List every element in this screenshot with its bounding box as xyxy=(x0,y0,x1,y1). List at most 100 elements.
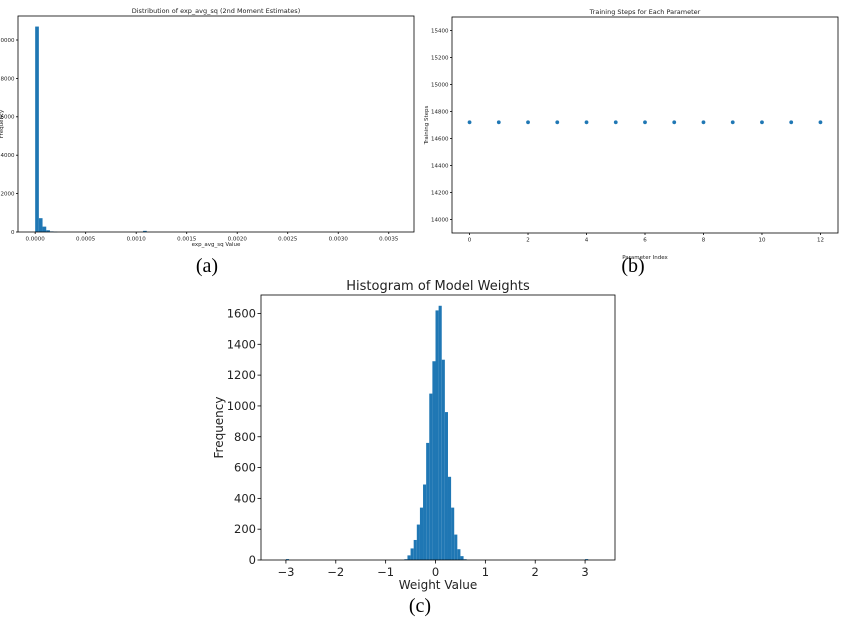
scatter-point xyxy=(526,120,530,125)
histogram-bar xyxy=(444,412,448,560)
chart-title: Training Steps for Each Parameter xyxy=(589,8,701,16)
x-tick-label: 0.0030 xyxy=(329,237,349,243)
y-tick-label: 1200 xyxy=(227,368,256,382)
x-tick-label: 0.0010 xyxy=(127,237,147,243)
y-tick-label: 4000 xyxy=(1,153,15,159)
histogram-bar xyxy=(285,559,290,560)
x-tick-label: 1 xyxy=(482,565,489,579)
histogram-bar xyxy=(426,442,430,560)
x-tick-label: 0.0000 xyxy=(26,237,46,243)
caption-b: (b) xyxy=(621,255,644,277)
y-tick-label: 400 xyxy=(234,491,256,505)
y-tick-label: 0 xyxy=(11,230,15,236)
y-tick-label: 14600 xyxy=(431,136,449,142)
y-tick-label: 15200 xyxy=(431,55,449,61)
x-tick-label: 0.0015 xyxy=(177,237,197,243)
caption-a: (a) xyxy=(196,255,218,277)
axes-frame xyxy=(451,16,839,234)
scatter-point xyxy=(730,120,735,125)
x-tick-label: 0 xyxy=(468,238,472,244)
histogram-bar xyxy=(585,559,589,560)
y-tick-label: 14800 xyxy=(431,109,449,115)
x-axis-label: Parameter Index xyxy=(622,255,668,261)
x-tick-label: 12 xyxy=(817,238,824,244)
histogram-bar xyxy=(457,549,461,560)
y-axis-label: Frequency xyxy=(212,397,226,459)
x-tick-label: 0 xyxy=(432,565,439,579)
scatter-point xyxy=(555,120,560,125)
x-tick-label: 2 xyxy=(526,238,530,244)
y-tick-label: 10000 xyxy=(0,38,15,44)
histogram-bar xyxy=(460,556,464,560)
x-tick-label: 0.0035 xyxy=(379,237,399,243)
y-tick-label: 8000 xyxy=(1,76,15,82)
histogram-bar xyxy=(441,359,445,560)
histogram-bar xyxy=(410,548,414,560)
x-tick-label: 0.0025 xyxy=(278,237,298,243)
x-tick-label: 2 xyxy=(532,565,539,579)
scatter-point xyxy=(613,120,618,125)
y-tick-label: 800 xyxy=(234,430,256,444)
caption-c: (c) xyxy=(409,595,431,617)
histogram-bar xyxy=(454,534,458,560)
scatter-point xyxy=(496,120,501,125)
y-tick-label: 14200 xyxy=(431,190,449,196)
y-tick-label: 1600 xyxy=(227,307,256,321)
chart-title: Distribution of exp_avg_sq (2nd Moment E… xyxy=(132,7,300,15)
y-tick-label: 15400 xyxy=(431,28,449,34)
x-axis-label: exp_avg_sq Value xyxy=(192,242,241,248)
y-axis-label: Training Steps xyxy=(424,105,430,145)
y-tick-label: 15000 xyxy=(431,82,449,88)
x-tick-label: −3 xyxy=(277,565,294,579)
scatter-point xyxy=(643,120,647,125)
chart-title: Histogram of Model Weights xyxy=(346,279,530,294)
histogram-bar xyxy=(42,226,47,232)
y-axis-label: Frequency xyxy=(0,109,5,138)
y-tick-label: 1400 xyxy=(227,337,256,351)
y-tick-label: 2000 xyxy=(1,192,15,198)
x-axis-label: Weight Value xyxy=(399,578,478,592)
y-tick-label: 600 xyxy=(234,461,256,475)
x-tick-label: −2 xyxy=(327,565,344,579)
histogram-bar xyxy=(423,484,427,560)
scatter-point xyxy=(789,120,794,125)
scatter-point xyxy=(467,120,472,125)
x-tick-label: −1 xyxy=(377,565,394,579)
panel-c-weights-histogram: −3 −2 −1 0 1 2 3 0 200 400 600 800 1000 1200 1400 1600 H… xyxy=(212,279,616,592)
y-tick-label: 200 xyxy=(234,522,256,536)
axes-frame xyxy=(260,294,616,561)
histogram-bar xyxy=(435,310,439,560)
x-tick-label: 10 xyxy=(758,238,765,244)
histogram-bar xyxy=(438,305,442,560)
y-tick-label: 0 xyxy=(249,553,256,567)
histogram-bar xyxy=(416,524,420,560)
histogram-bar xyxy=(432,361,436,560)
histogram-bar xyxy=(407,555,411,560)
scatter-point xyxy=(701,120,706,125)
histogram-bar xyxy=(451,507,455,560)
x-tick-label: 4 xyxy=(585,238,589,244)
scatter-point xyxy=(672,120,677,125)
scatter-point xyxy=(584,120,589,125)
x-tick-label: 3 xyxy=(581,565,588,579)
panel-b-training-steps-scatter: 0 2 4 6 8 10 12 14000 14200 14400 14600 14800 15000 1… xyxy=(424,8,839,261)
histogram-bar xyxy=(38,218,43,232)
y-tick-label: 14400 xyxy=(431,163,449,169)
scatter-point xyxy=(760,120,764,125)
histogram-bar xyxy=(447,476,452,560)
histogram-bar xyxy=(35,26,39,233)
histogram-bar xyxy=(419,507,424,560)
x-tick-label: 0.0020 xyxy=(228,237,248,243)
x-tick-label: 0.0005 xyxy=(76,237,96,243)
panel-a-exp-avg-sq-histogram: 0.0000 0.0005 0.0010 0.0015 0.0020 0.0025 0.00… xyxy=(0,7,415,248)
x-tick-label: 8 xyxy=(702,238,706,244)
y-tick-label: 14000 xyxy=(431,217,449,223)
histogram-bar xyxy=(413,539,417,560)
scatter-point xyxy=(818,120,823,125)
y-tick-label: 6000 xyxy=(1,115,15,121)
axes-frame xyxy=(17,15,415,233)
histogram-bar xyxy=(429,393,433,560)
histogram-bar xyxy=(143,230,147,232)
histogram-bar xyxy=(46,230,50,232)
